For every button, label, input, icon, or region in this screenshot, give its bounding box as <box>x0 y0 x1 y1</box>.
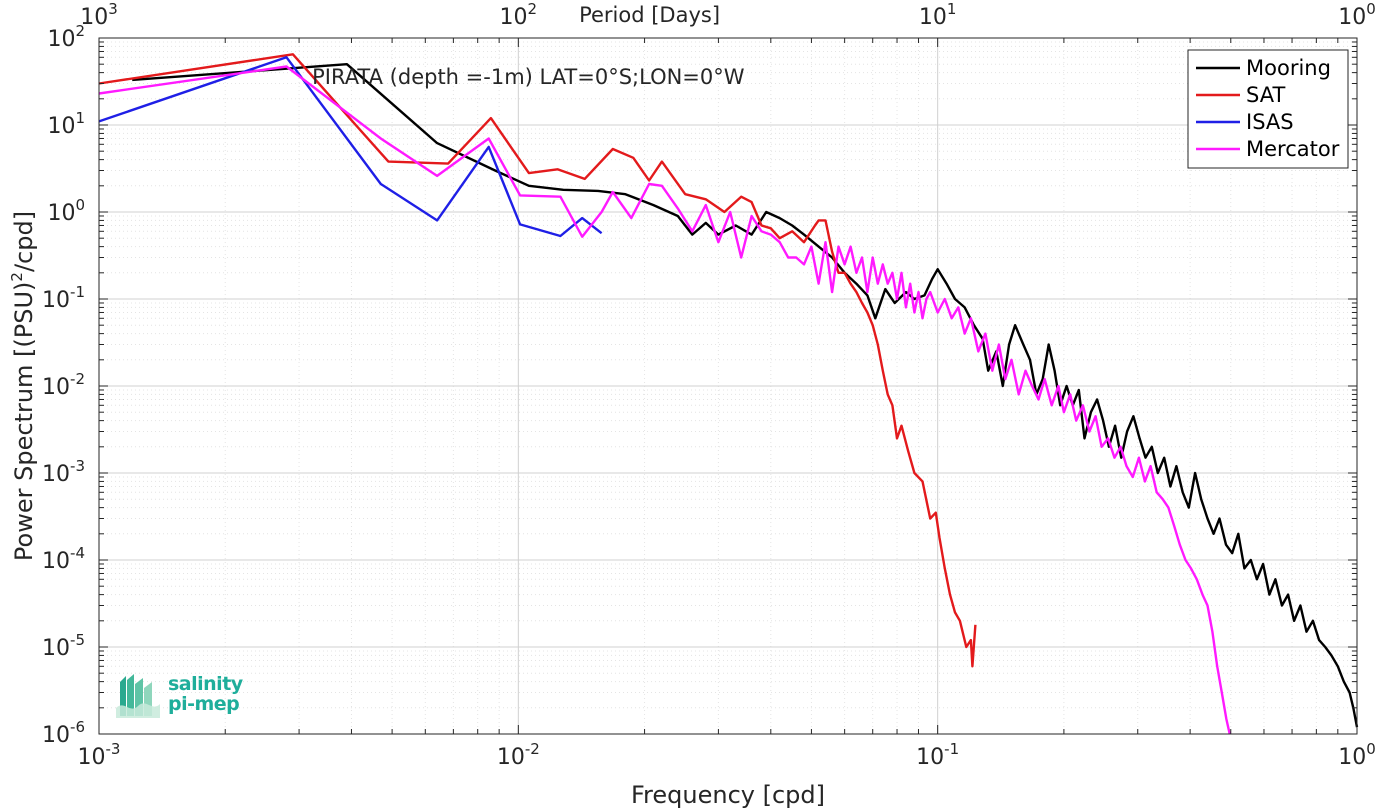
y-tick-label: 10-1 <box>42 283 85 313</box>
y-tick-label: 10-3 <box>42 457 85 487</box>
x-tick-label: 10-3 <box>78 740 121 770</box>
top-axis-title: Period [Days] <box>579 3 720 27</box>
y-tick-label: 10-4 <box>42 544 85 574</box>
grid <box>98 38 1357 735</box>
legend-label-isas: ISAS <box>1246 110 1294 134</box>
logo-line-1: salinity <box>168 673 243 695</box>
x-tick-label: 10-1 <box>916 740 959 770</box>
logo-waves-icon <box>116 674 160 718</box>
x-tick-label: 10-2 <box>497 740 540 770</box>
legend: Mooring SAT ISAS Mercator <box>1187 49 1349 169</box>
series-line-mooring <box>132 63 1359 728</box>
legend-label-mercator: Mercator <box>1246 137 1340 161</box>
salinity-pi-mep-logo: salinity pi-mep <box>116 672 256 724</box>
x-tick-label: 100 <box>1338 740 1376 770</box>
y-tick-label: 10-2 <box>42 370 85 400</box>
top-tick-label: 102 <box>500 0 538 30</box>
top-tick-label: 100 <box>1338 0 1376 30</box>
logo-line-2: pi-mep <box>168 693 240 715</box>
chart-title: PIRATA (depth =-1m) LAT=0°S;LON=0°W <box>312 65 745 89</box>
x-axis-title: Frequency [cpd] <box>631 781 825 809</box>
y-tick-label: 101 <box>47 109 85 139</box>
series-line-mercator <box>98 65 1231 735</box>
top-tick-label: 103 <box>80 0 118 30</box>
y-tick-label: 10-6 <box>42 718 85 748</box>
y-tick-label: 100 <box>47 196 85 226</box>
legend-label-mooring: Mooring <box>1246 56 1331 80</box>
legend-label-sat: SAT <box>1246 83 1285 107</box>
top-tick-label: 101 <box>919 0 957 30</box>
y-tick-label: 10-5 <box>42 631 85 661</box>
y-tick-label: 102 <box>47 22 85 52</box>
axis-ticks <box>98 38 1357 735</box>
y-axis-title: Power Spectrum [(PSU)2/cpd] <box>8 211 38 561</box>
